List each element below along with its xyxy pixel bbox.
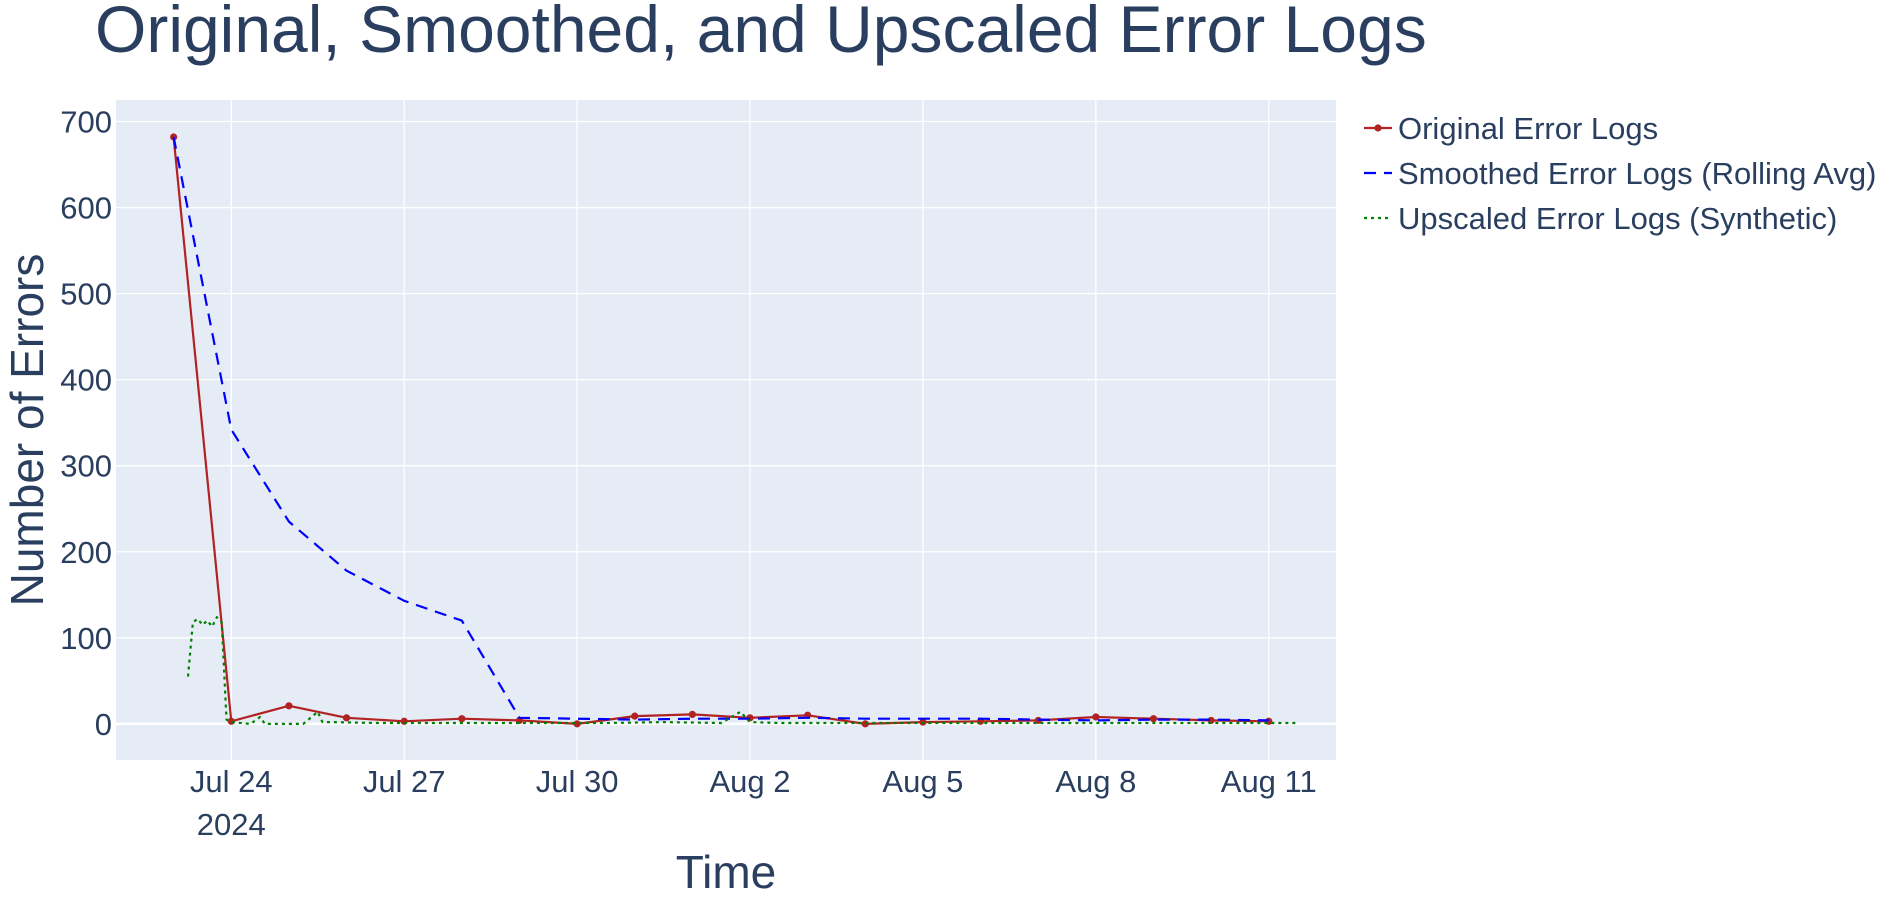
x-tick-label: Aug 11 [1221, 764, 1317, 799]
y-axis-ticks: 0 100 200 300 400 500 600 700 [60, 105, 112, 742]
series-point [631, 712, 639, 720]
series-line-1 [172, 136, 1269, 722]
series-line-2 [186, 616, 1298, 726]
series-point [573, 720, 581, 728]
series-layer [170, 133, 1298, 728]
y-tick-label: 0 [95, 707, 112, 742]
series-point [1092, 713, 1100, 721]
legend[interactable]: Original Error Logs Smoothed Error Logs (… [1364, 111, 1876, 236]
y-tick-label: 100 [60, 621, 112, 656]
y-tick-label: 300 [60, 449, 112, 484]
chart-title: Original, Smoothed, and Upscaled Error L… [95, 0, 1427, 66]
y-axis-title: Number of Errors [1, 254, 53, 607]
legend-item-1[interactable]: Smoothed Error Logs (Rolling Avg) [1364, 156, 1876, 191]
series-point [458, 715, 466, 723]
y-tick-label: 200 [60, 535, 112, 570]
series-point [342, 714, 351, 722]
legend-marker [1374, 124, 1382, 132]
x-tick-label: Aug 2 [710, 764, 791, 799]
x-tick-label: Aug 8 [1055, 764, 1136, 799]
series-point [285, 702, 293, 710]
y-tick-label: 500 [60, 277, 112, 312]
series-line-0 [172, 136, 1269, 726]
x-axis-ticks: Jul 24 Jul 27 Jul 30 Aug 2 Aug 5 Aug 8 Aug 11 [190, 764, 1317, 799]
x-tick-label: Jul 27 [363, 764, 446, 799]
y-tick-label: 700 [60, 105, 112, 140]
y-tick-label: 600 [60, 191, 112, 226]
x-tick-label: Aug 5 [882, 764, 963, 799]
series-point [688, 710, 696, 718]
legend-item-2[interactable]: Upscaled Error Logs (Synthetic) [1364, 201, 1837, 236]
x-tick-label: Jul 24 [190, 764, 273, 799]
legend-item-0[interactable]: Original Error Logs [1364, 111, 1658, 146]
x-axis-year-label: 2024 [197, 807, 266, 842]
x-tick-label: Jul 30 [536, 764, 619, 799]
legend-label: Upscaled Error Logs (Synthetic) [1398, 201, 1837, 236]
legend-label: Smoothed Error Logs (Rolling Avg) [1398, 156, 1876, 191]
series-point [1149, 715, 1158, 723]
x-axis-title: Time [676, 846, 777, 898]
y-tick-label: 400 [60, 363, 112, 398]
plot-area [116, 100, 1336, 760]
legend-label: Original Error Logs [1398, 111, 1658, 146]
grid-lines [116, 100, 1336, 760]
